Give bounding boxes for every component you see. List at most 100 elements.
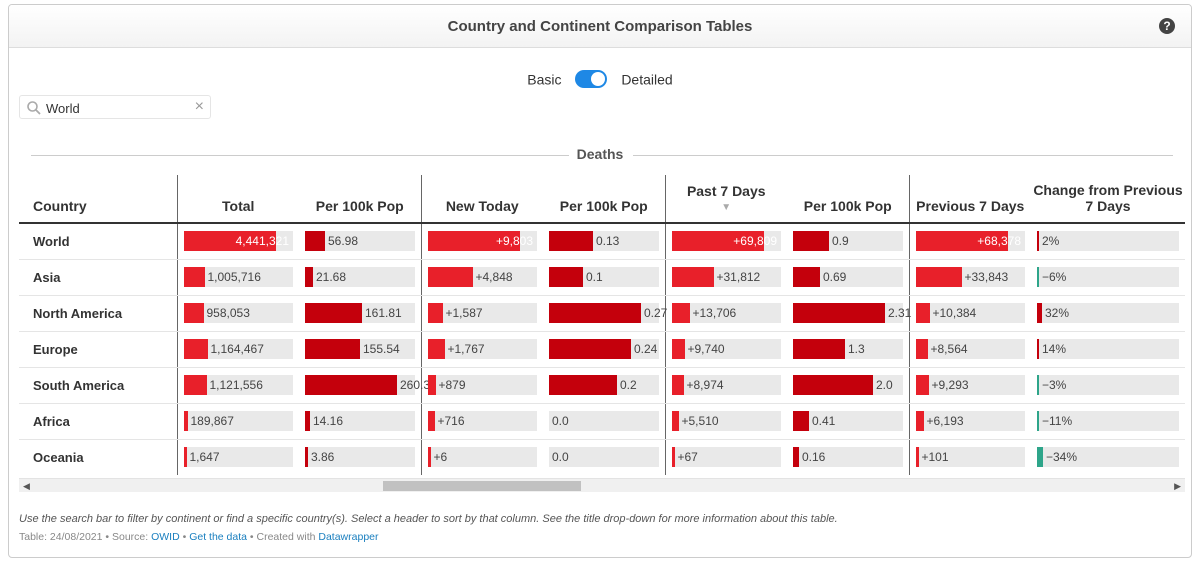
table-row: Europe 1,164,467 155.54 +1,767 0.24 +9,740 1.3…: [19, 331, 1185, 368]
toggle-detailed-label[interactable]: Detailed: [621, 71, 673, 88]
value-label: 0.13: [596, 234, 620, 249]
value-bar: [549, 375, 617, 395]
cell-past7: +5,510: [664, 403, 787, 440]
col-header-total-per100k[interactable]: Per 100k Pop: [299, 175, 421, 224]
value-label: 56.98: [328, 234, 359, 249]
cell-total: 189,867: [176, 403, 299, 440]
footer-note: Use the search bar to filter by continen…: [19, 513, 838, 525]
value-bar: [305, 231, 325, 252]
value-label: 0.2: [620, 378, 637, 392]
cell-past7-per100k: 2.0: [787, 367, 909, 404]
value-bar: [671, 339, 685, 359]
cell-change: −3%: [1031, 367, 1185, 404]
horizontal-scrollbar[interactable]: ◀ ▶: [19, 478, 1185, 492]
value-bar: [793, 267, 820, 287]
value-bar: [793, 447, 799, 468]
change-marker: [1037, 339, 1039, 359]
value-label: +879: [438, 378, 466, 392]
value-bar: [427, 411, 435, 431]
col-header-past7-per100k[interactable]: Per 100k Pop: [787, 175, 909, 224]
value-label: 0.16: [802, 450, 826, 465]
scroll-left-icon[interactable]: ◀: [23, 481, 30, 491]
cell-new-per100k: 0.27: [543, 295, 667, 332]
cell-total-per100k: 21.68: [299, 259, 421, 296]
basic-detailed-switch[interactable]: [575, 70, 608, 89]
value-label: 958,053: [206, 306, 250, 320]
value-bar: [915, 339, 928, 359]
help-icon[interactable]: ?: [1159, 18, 1175, 34]
comparison-table: Country Total Per 100k Pop New Today Per…: [19, 175, 1185, 478]
source-link[interactable]: OWID: [151, 531, 180, 543]
value-bar: [671, 411, 679, 431]
search-input[interactable]: [46, 99, 186, 117]
value-bar: [671, 231, 764, 252]
change-label: 32%: [1045, 306, 1070, 320]
col-header-country[interactable]: Country: [19, 175, 177, 224]
row-country-name: Oceania: [33, 449, 84, 465]
row-country-name: Europe: [19, 331, 177, 368]
change-label: −6%: [1042, 270, 1067, 284]
cell-past7-per100k: 0.9: [787, 223, 909, 260]
title-bar[interactable]: Country and Continent Comparison Tables …: [9, 5, 1191, 48]
value-label: +1,767: [447, 342, 485, 356]
table-row: North America 958,053 161.81 +1,587 0.27 +13,…: [19, 295, 1185, 332]
value-bar: [427, 267, 473, 287]
value-label: 0.69: [823, 270, 847, 284]
value-label: +33,843: [964, 270, 1009, 284]
value-label: 155.54: [363, 342, 400, 356]
clear-search-icon[interactable]: ×: [194, 98, 204, 115]
value-label: 1,164,467: [210, 342, 264, 356]
value-label: +8,974: [686, 378, 724, 392]
cell-past7-per100k: 0.41: [787, 403, 909, 440]
cell-new-today: +9,803: [420, 223, 543, 260]
get-data-link[interactable]: Get the data: [189, 531, 247, 543]
cell-total-per100k: 56.98: [299, 223, 421, 260]
cell-new-per100k: 0.0: [543, 403, 665, 440]
cell-total: 958,053: [176, 295, 299, 332]
value-bar: [305, 375, 397, 395]
value-label: +101: [921, 450, 949, 465]
col-header-total[interactable]: Total: [176, 175, 299, 224]
value-bar: [793, 339, 845, 359]
value-bar: [183, 303, 204, 323]
cell-prev7: +68,378: [908, 223, 1031, 260]
cell-change: −34%: [1031, 439, 1185, 475]
value-bar: [305, 339, 360, 359]
value-bar: [915, 447, 919, 468]
value-label: 3.86: [311, 450, 335, 465]
page-title[interactable]: Country and Continent Comparison Tables: [447, 18, 753, 35]
cell-total: 1,121,556: [176, 367, 299, 404]
cell-prev7: +9,293: [908, 367, 1031, 404]
value-bar: [671, 303, 690, 323]
cell-total: 1,005,716: [176, 259, 299, 296]
value-bar: [427, 447, 431, 468]
datawrapper-link[interactable]: Datawrapper: [318, 531, 379, 543]
table-row: Asia 1,005,716 21.68 +4,848 0.1 +31,812 0.69 +3…: [19, 259, 1185, 296]
value-bar: [427, 231, 520, 252]
cell-total: 1,164,467: [176, 331, 299, 368]
toggle-basic-label[interactable]: Basic: [527, 71, 562, 88]
col-header-prev7[interactable]: Previous 7 Days: [908, 175, 1031, 224]
value-label: 0.41: [812, 414, 836, 428]
value-label: 14.16: [313, 414, 344, 428]
col-header-past7[interactable]: Past 7 Days ▼: [664, 175, 787, 224]
scroll-thumb[interactable]: [383, 481, 581, 491]
value-bar: [671, 375, 684, 395]
value-bar: [793, 231, 829, 252]
value-bar: [183, 267, 205, 287]
value-bar: [183, 231, 276, 252]
col-header-new-today[interactable]: New Today: [420, 175, 543, 224]
value-label: 189,867: [190, 414, 234, 428]
cell-prev7: +6,193: [908, 403, 1031, 440]
table-row: World 4,441,321 56.98 +9,803 0.13 +69,809 0.9 +…: [19, 223, 1185, 260]
col-header-new-per100k[interactable]: Per 100k Pop: [543, 175, 665, 224]
scroll-right-icon[interactable]: ▶: [1174, 481, 1181, 491]
row-country-name: World: [19, 223, 177, 260]
row-country-name: North America: [19, 295, 177, 332]
value-label: +5,510: [681, 414, 719, 428]
cell-past7-per100k: 0.16: [787, 439, 909, 475]
value-bar: [427, 303, 443, 323]
change-label: −34%: [1046, 450, 1078, 465]
change-marker: [1037, 411, 1039, 431]
col-header-change[interactable]: Change from Previous 7 Days: [1031, 175, 1185, 224]
